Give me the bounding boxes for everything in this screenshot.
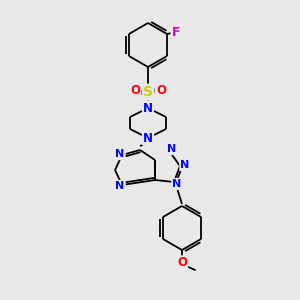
- Text: O: O: [156, 85, 166, 98]
- Text: N: N: [167, 144, 177, 154]
- Text: O: O: [130, 85, 140, 98]
- Text: N: N: [180, 160, 190, 170]
- Text: S: S: [143, 85, 153, 99]
- Text: N: N: [116, 181, 124, 191]
- Text: N: N: [143, 101, 153, 115]
- Text: N: N: [172, 179, 182, 189]
- Text: O: O: [177, 256, 187, 269]
- Text: N: N: [116, 149, 124, 159]
- Text: N: N: [143, 131, 153, 145]
- Text: F: F: [172, 26, 180, 38]
